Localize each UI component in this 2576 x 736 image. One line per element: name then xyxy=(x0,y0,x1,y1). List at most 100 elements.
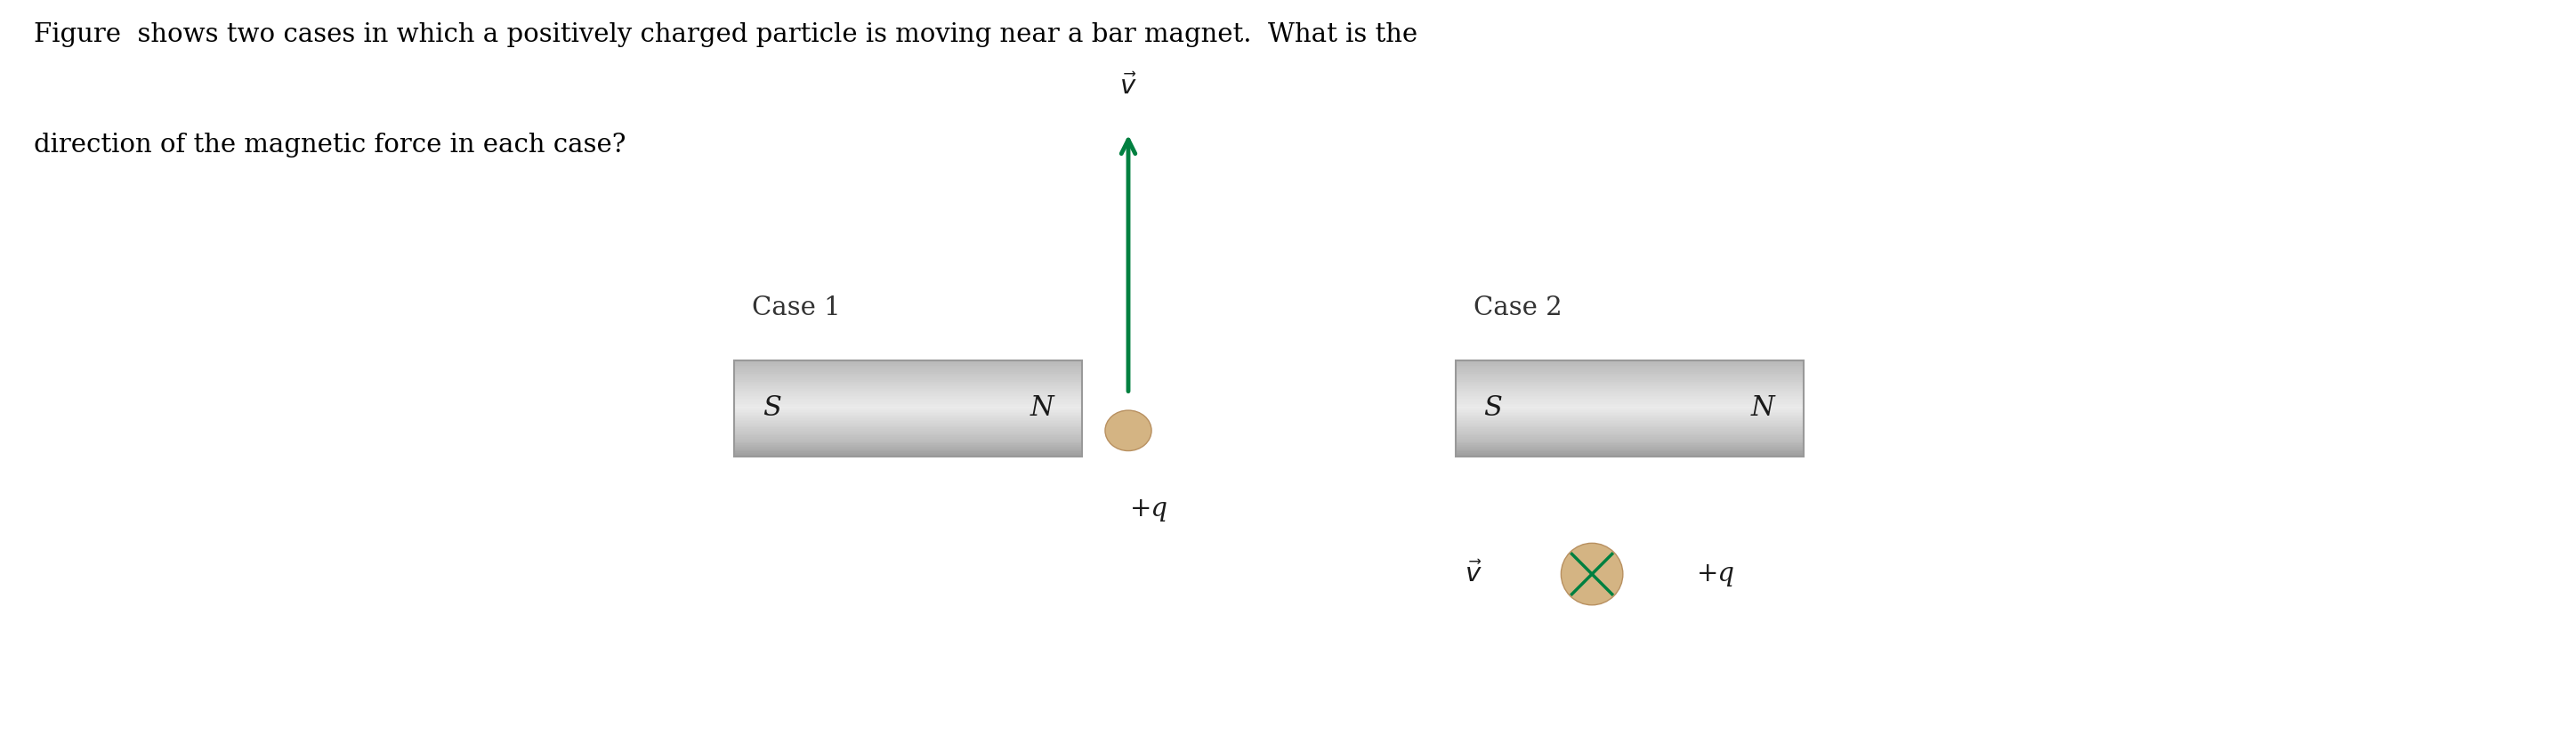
Bar xyxy=(734,446,1082,448)
Bar xyxy=(1455,431,1803,434)
Bar xyxy=(1455,369,1803,372)
Bar xyxy=(1455,395,1803,397)
Bar xyxy=(734,416,1082,418)
Bar xyxy=(1455,453,1803,455)
Text: $\vec{v}$: $\vec{v}$ xyxy=(1121,73,1136,99)
Bar xyxy=(1455,412,1803,415)
Bar xyxy=(1455,454,1803,456)
Bar xyxy=(1455,417,1803,420)
Bar xyxy=(734,454,1082,456)
Bar xyxy=(734,387,1082,389)
Bar xyxy=(734,386,1082,388)
Bar xyxy=(1455,374,1803,377)
Bar xyxy=(1455,447,1803,450)
Bar xyxy=(1455,360,1803,362)
Bar xyxy=(1455,379,1803,381)
Ellipse shape xyxy=(1561,543,1623,605)
Bar xyxy=(734,409,1082,411)
Bar xyxy=(1455,436,1803,439)
Text: N: N xyxy=(1030,394,1054,422)
Bar xyxy=(1455,438,1803,440)
Text: +q: +q xyxy=(1698,562,1734,587)
Bar xyxy=(1455,443,1803,445)
Bar xyxy=(1455,450,1803,453)
Bar xyxy=(734,422,1082,425)
Bar xyxy=(734,436,1082,439)
Bar xyxy=(734,398,1082,400)
Bar xyxy=(734,365,1082,367)
Bar xyxy=(734,378,1082,380)
Text: N: N xyxy=(1752,394,1775,422)
Bar xyxy=(1455,376,1803,378)
Bar xyxy=(1455,434,1803,436)
Text: direction of the magnetic force in each case?: direction of the magnetic force in each … xyxy=(33,132,626,158)
Bar xyxy=(734,382,1082,384)
Bar xyxy=(734,368,1082,370)
Bar xyxy=(734,374,1082,377)
Bar xyxy=(734,430,1082,433)
Text: S: S xyxy=(762,394,781,422)
Bar xyxy=(734,372,1082,375)
Bar xyxy=(1455,386,1803,388)
Bar xyxy=(1455,363,1803,365)
Bar xyxy=(734,445,1082,447)
Bar xyxy=(1455,397,1803,399)
Bar xyxy=(1455,422,1803,425)
Bar xyxy=(1455,367,1803,369)
Bar xyxy=(734,419,1082,421)
Bar xyxy=(734,392,1082,394)
Bar xyxy=(734,435,1082,437)
Bar xyxy=(734,449,1082,451)
Bar xyxy=(734,381,1082,383)
Bar xyxy=(1455,381,1803,383)
Bar xyxy=(1455,439,1803,442)
Bar xyxy=(734,393,1082,396)
Bar xyxy=(1455,361,1803,456)
Bar xyxy=(734,417,1082,420)
Bar xyxy=(1455,425,1803,428)
Bar xyxy=(734,438,1082,440)
Bar xyxy=(734,403,1082,406)
Bar xyxy=(1455,368,1803,370)
Bar xyxy=(734,395,1082,397)
Bar xyxy=(734,371,1082,373)
Bar xyxy=(734,414,1082,417)
Bar xyxy=(734,400,1082,402)
Bar xyxy=(734,442,1082,444)
Bar xyxy=(1455,405,1803,407)
Bar xyxy=(1455,390,1803,392)
Bar xyxy=(1455,420,1803,422)
Bar xyxy=(734,379,1082,381)
Bar xyxy=(734,412,1082,415)
Bar xyxy=(1455,446,1803,448)
Bar xyxy=(734,411,1082,414)
Bar xyxy=(734,420,1082,422)
Bar xyxy=(1455,409,1803,411)
Bar xyxy=(734,384,1082,386)
Bar xyxy=(1455,403,1803,406)
Bar xyxy=(734,425,1082,428)
Bar xyxy=(734,389,1082,391)
Bar xyxy=(734,439,1082,442)
Bar xyxy=(734,428,1082,431)
Bar xyxy=(1455,419,1803,421)
Bar xyxy=(1455,382,1803,384)
Bar xyxy=(1455,428,1803,431)
Bar xyxy=(1455,361,1803,364)
Bar xyxy=(1455,371,1803,373)
Bar xyxy=(734,405,1082,407)
Bar xyxy=(734,424,1082,426)
Bar xyxy=(1455,424,1803,426)
Bar xyxy=(1455,430,1803,433)
Ellipse shape xyxy=(1105,411,1151,450)
Bar xyxy=(1455,449,1803,451)
Bar xyxy=(734,453,1082,455)
Bar xyxy=(1455,392,1803,394)
Bar xyxy=(734,361,1082,456)
Bar xyxy=(734,401,1082,403)
Text: $\vec{v}$: $\vec{v}$ xyxy=(1466,561,1481,587)
Bar xyxy=(734,367,1082,369)
Bar xyxy=(734,443,1082,445)
Bar xyxy=(734,369,1082,372)
Bar xyxy=(734,390,1082,392)
